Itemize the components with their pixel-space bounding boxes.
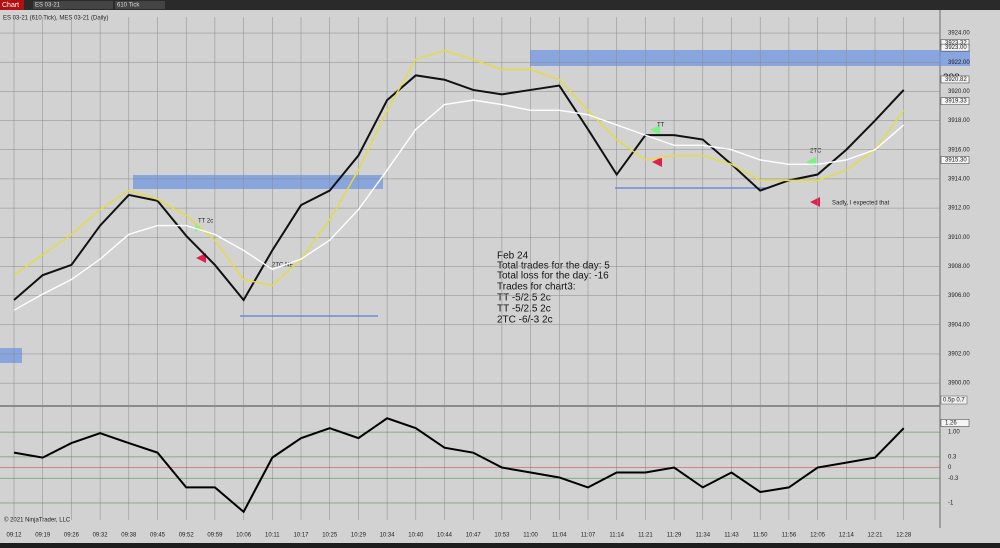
chart-header: ES 03-21 (610 Tick), MES 03-21 (Daily) [3,16,108,22]
x-tick-label: 10:40 [408,533,424,539]
note: Trades for chart3: [497,282,576,293]
series-line [13,74,905,302]
price-marker-label: 3923.32 [945,41,967,47]
y-tick-label: 3920.00 [948,89,970,95]
price-marker-label: 3919.33 [945,99,967,105]
x-tick-label: 11:50 [753,533,768,539]
x-tick-label: 09:45 [150,533,166,539]
x-tick-label: 11:07 [581,533,596,539]
x-tick-label: 12:05 [810,533,826,539]
y-tick-label: -1 [948,501,954,507]
note: TT -5/2.5 2c [497,304,551,315]
trade-label: Sadly, I expected that [832,201,890,207]
price-marker [940,75,970,84]
x-tick-label: 10:25 [322,533,338,539]
y-tick-label: 3918.00 [948,118,970,124]
x-tick-label: 11:34 [696,533,711,539]
y-tick-label: 1.00 [948,430,960,436]
entry-arrow [650,125,660,135]
x-tick-label: 10:06 [236,533,252,539]
y-tick-label: 3922.00 [948,60,970,66]
toolbar-title: Chart [2,2,19,9]
price-marker [940,97,970,105]
zone [0,348,22,363]
price-marker [940,43,970,52]
x-tick-label: 12:28 [896,533,912,539]
trade-label: TT 2c [198,219,213,225]
x-tick-label: 09:52 [179,533,195,539]
x-tick-label: 11:29 [667,533,682,539]
note: Total trades for the day: 5 [497,261,610,272]
x-tick-label: 09:32 [93,533,109,539]
exit-arrow [196,253,206,263]
price-marker-label: 3920.82 [945,77,967,83]
scale-box[interactable] [940,395,968,405]
x-tick-label: 10:44 [437,533,453,539]
y-tick-label: 0.3 [948,454,957,460]
series-line [13,99,905,311]
instrument-box[interactable] [33,1,113,9]
x-tick-label: 11:04 [552,533,567,539]
trade-label: 2TC [810,149,822,155]
series-line [13,417,905,514]
price-marker-label: 1.26 [945,420,957,426]
price-marker-label: 3915.30 [945,158,967,164]
y-tick-label: 3902.00 [948,352,970,358]
trade-label: TT [657,123,665,129]
x-tick-label: 10:53 [494,533,510,539]
y-tick-label: 3908.00 [948,264,970,270]
exit-arrow [652,157,662,167]
interval-box[interactable] [115,1,165,9]
note: 2TC -6/-3 2c [497,315,553,326]
y-tick-label: -0.3 [948,476,959,482]
y-tick-label: 3900.00 [948,381,970,387]
note: Feb 24 [497,251,529,262]
y-tick-label: 3924.00 [948,31,970,37]
price-marker-label: 3923.00 [945,45,967,51]
series-line [13,49,905,287]
chart-tab[interactable] [0,0,24,10]
x-tick-label: 09:26 [64,533,80,539]
toolbar [0,0,1000,10]
footer: © 2021 NinjaTrader, LLC [4,517,71,524]
instrument: ES 03-21 [35,3,61,9]
y-tick-label: 0 [948,465,952,471]
zone [133,175,383,189]
x-tick-label: 12:14 [839,533,855,539]
x-tick-label: 09:38 [121,533,137,539]
y-tick-label: 3912.00 [948,206,970,212]
x-tick-label: 10:47 [466,533,482,539]
entry-arrow [195,224,203,232]
x-tick-label: 11:00 [523,533,538,539]
zone [530,50,970,66]
x-tick-label: 10:17 [293,533,309,539]
y-tick-label: 3904.00 [948,322,970,328]
y-tick-label: 3906.00 [948,293,970,299]
x-tick-label: 09:12 [6,533,22,539]
price-marker [940,156,970,164]
x-tick-label: 11:56 [782,533,797,539]
x-tick-label: 10:29 [351,533,367,539]
x-tick-label: 09:19 [35,533,51,539]
note: TT -5/2.5 2c [497,293,551,304]
x-tick-label: 09:59 [207,533,223,539]
x-tick-label: 10:11 [265,533,280,539]
y-tick-label: 3916.00 [948,147,970,153]
x-tick-label: 11:14 [609,533,624,539]
x-tick-label: 10:34 [380,533,396,539]
x-tick-label: 12:21 [867,533,883,539]
interval: 610 Tick [117,3,140,9]
price-marker [940,419,970,427]
x-tick-label: 11:21 [638,533,653,539]
x-tick-label: 11:43 [724,533,739,539]
y-tick-label: 3914.00 [948,176,970,182]
note: Total loss for the day: -16 [497,271,609,282]
scale-label: 0.5p 0.7 [943,398,965,404]
y-tick-label: 3910.00 [948,235,970,241]
